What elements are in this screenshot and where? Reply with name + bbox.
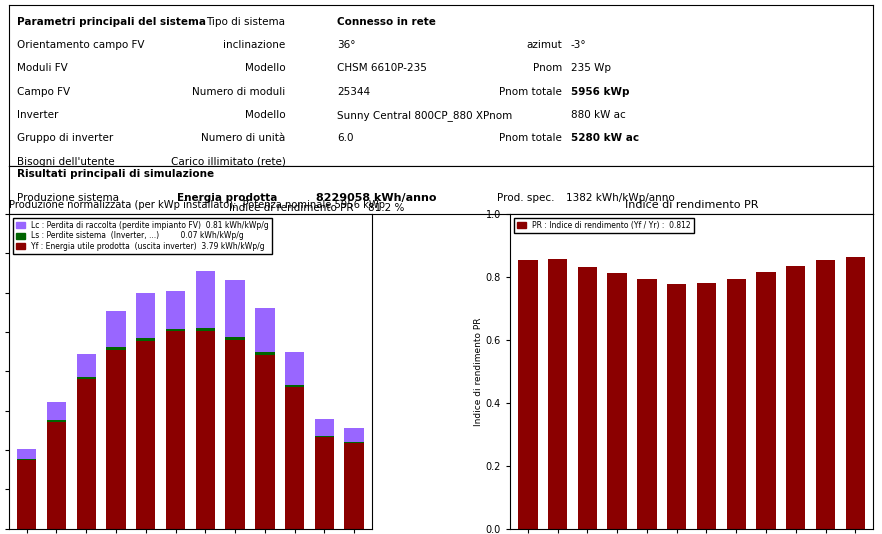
Text: azimut: azimut [527, 40, 562, 50]
Text: 8229058 kWh/anno: 8229058 kWh/anno [316, 193, 437, 202]
Text: Connesso in rete: Connesso in rete [337, 17, 437, 27]
Bar [226, 280, 244, 337]
Bar [638, 279, 656, 529]
Bar [226, 340, 244, 529]
Bar [47, 422, 66, 529]
Bar [345, 428, 363, 442]
Text: 1382 kWh/kWp/anno: 1382 kWh/kWp/anno [566, 193, 675, 202]
Text: 36°: 36° [337, 40, 355, 50]
Bar [196, 271, 215, 328]
Legend: Lc : Perdita di raccolta (perdite impianto FV)  0.81 kWh/kWp/g, Ls : Perdite sis: Lc : Perdita di raccolta (perdite impian… [12, 218, 272, 254]
Text: Pnom totale: Pnom totale [499, 134, 562, 143]
Text: Gruppo di inverter: Gruppo di inverter [18, 134, 114, 143]
Bar [47, 420, 66, 422]
Legend: PR : Indice di rendimento (Yf / Yr) :  0.812: PR : Indice di rendimento (Yf / Yr) : 0.… [514, 218, 694, 233]
Bar [226, 337, 244, 340]
Bar [667, 284, 686, 529]
Bar [136, 341, 155, 529]
Bar [77, 379, 96, 529]
Bar [315, 436, 334, 437]
Text: 5956 kWp: 5956 kWp [571, 87, 629, 97]
Text: Pnom: Pnom [533, 64, 562, 73]
Text: Bisogni dell'utente: Bisogni dell'utente [18, 156, 115, 167]
Bar [757, 272, 775, 529]
Bar [77, 377, 96, 379]
Bar [136, 293, 155, 338]
Text: 25344: 25344 [337, 87, 370, 97]
Bar [166, 329, 185, 331]
Y-axis label: Indice di rendimento PR: Indice di rendimento PR [474, 317, 482, 426]
Title: Indice di rendimento PR: Indice di rendimento PR [624, 200, 759, 210]
Bar [107, 311, 125, 347]
Bar [17, 460, 36, 529]
Text: Risultati principali di simulazione: Risultati principali di simulazione [18, 169, 214, 179]
Bar [255, 352, 274, 355]
Text: Campo FV: Campo FV [18, 87, 71, 97]
Text: Moduli FV: Moduli FV [18, 64, 68, 73]
Text: inclinazione: inclinazione [223, 40, 286, 50]
Text: Tipo di sistema: Tipo di sistema [206, 17, 286, 27]
Text: Inverter: Inverter [18, 110, 59, 120]
Bar [548, 259, 567, 529]
Bar [166, 331, 185, 529]
Bar [17, 449, 36, 459]
Text: CHSM 6610P-235: CHSM 6610P-235 [337, 64, 427, 73]
Text: 235 Wp: 235 Wp [571, 64, 610, 73]
Text: Carico illimitato (rete): Carico illimitato (rete) [170, 156, 286, 167]
Bar [578, 267, 597, 529]
Text: 880 kW ac: 880 kW ac [571, 110, 625, 120]
Bar [345, 442, 363, 443]
Bar [255, 355, 274, 529]
Text: Produzione sistema: Produzione sistema [18, 193, 119, 202]
Bar [697, 284, 716, 529]
Bar [196, 331, 215, 529]
Bar [608, 273, 627, 529]
Bar [846, 257, 865, 529]
Bar [107, 350, 125, 529]
Text: Parametri principali del sistema: Parametri principali del sistema [18, 17, 206, 27]
Bar [786, 266, 805, 529]
Bar [17, 459, 36, 460]
Text: Modello: Modello [245, 110, 286, 120]
Bar [285, 351, 304, 385]
Bar [285, 387, 304, 529]
Bar [519, 260, 537, 529]
Bar [816, 260, 835, 529]
Text: Energia prodotta: Energia prodotta [177, 193, 278, 202]
Text: Indice di rendimento PR: Indice di rendimento PR [229, 203, 354, 213]
Text: Pnom totale: Pnom totale [499, 87, 562, 97]
Text: Numero di unità: Numero di unità [201, 134, 286, 143]
Bar [166, 292, 185, 329]
Bar [107, 347, 125, 350]
Text: 81.2 %: 81.2 % [368, 203, 404, 213]
Bar [196, 328, 215, 331]
Bar [727, 279, 746, 529]
Text: Modello: Modello [245, 64, 286, 73]
Text: Produzione normalizzata (per kWp installato):  Potenza nominale 5956 kWp: Produzione normalizzata (per kWp install… [9, 200, 385, 210]
Bar [77, 354, 96, 377]
Text: Prod. spec.: Prod. spec. [497, 193, 555, 202]
Text: 6.0: 6.0 [337, 134, 354, 143]
Text: Sunny Central 800CP_880 XPnom: Sunny Central 800CP_880 XPnom [337, 110, 512, 121]
Text: 5280 kW ac: 5280 kW ac [571, 134, 639, 143]
Bar [255, 308, 274, 352]
Bar [315, 419, 334, 436]
Bar [47, 402, 66, 420]
Bar [345, 443, 363, 529]
Text: -3°: -3° [571, 40, 587, 50]
Bar [285, 385, 304, 387]
Bar [315, 437, 334, 529]
Bar [136, 338, 155, 341]
Text: Numero di moduli: Numero di moduli [192, 87, 286, 97]
Text: Orientamento campo FV: Orientamento campo FV [18, 40, 145, 50]
